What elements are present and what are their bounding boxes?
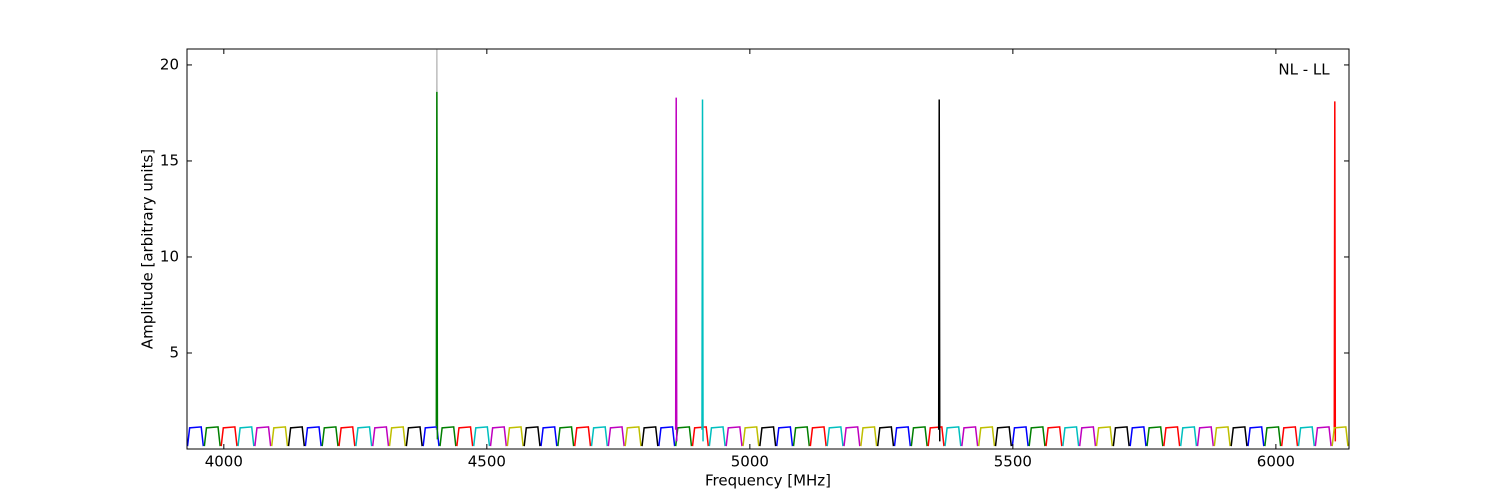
- x-tick-label: 4500: [468, 453, 506, 471]
- series-line: [237, 99, 1316, 447]
- x-tick-label: 5500: [994, 453, 1032, 471]
- x-tick-label: 5000: [731, 453, 769, 471]
- x-tick-label: 6000: [1257, 453, 1295, 471]
- series-line: [270, 426, 1349, 447]
- axes-frame: [186, 48, 1350, 450]
- y-axis-label: Amplitude [arbitrary units]: [139, 149, 157, 349]
- plot-area: [186, 49, 1349, 447]
- series-line: [203, 91, 1282, 447]
- series-line: [287, 99, 1248, 447]
- annotation: NL - LL: [1278, 61, 1330, 79]
- series-line: [220, 101, 1337, 447]
- y-tick-label: 10: [160, 247, 179, 265]
- y-tick-label: 15: [160, 151, 179, 169]
- x-axis-label: Frequency [MHz]: [705, 472, 831, 490]
- series-line: [186, 426, 1265, 447]
- x-tick-label: 4000: [205, 453, 243, 471]
- y-tick-label: 20: [160, 55, 179, 73]
- y-tick-label: 5: [169, 343, 179, 361]
- series-line: [254, 97, 1332, 447]
